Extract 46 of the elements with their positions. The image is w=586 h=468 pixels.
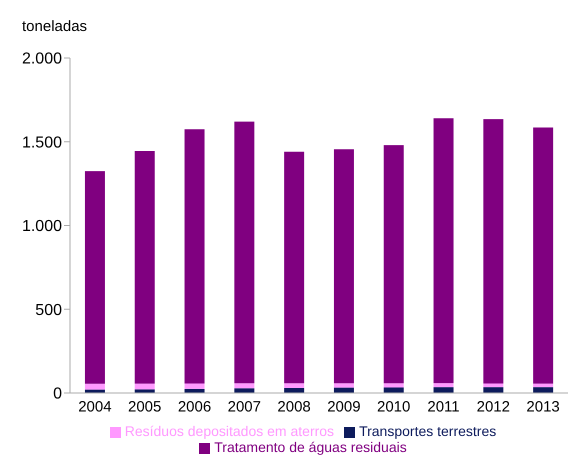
bar [234,122,254,384]
bar [334,149,354,384]
bar [384,383,404,388]
bar [84,171,105,384]
bar [483,383,504,388]
y-tick-label: 500 [35,302,62,319]
bar [184,383,205,389]
bar [134,384,155,390]
y-tick-label: 0 [53,386,62,403]
bar [533,387,554,393]
bar [134,150,155,384]
bar [434,387,454,393]
bar [184,129,205,384]
bar [483,387,504,393]
x-tick-label: 2006 [178,398,212,416]
bar [483,119,504,384]
bar [334,388,354,393]
bar [84,384,105,390]
bar [533,384,554,388]
x-tick-label: 2005 [128,398,162,416]
x-tick-label: 2013 [526,398,560,416]
y-tick-label: 2.000 [22,50,62,68]
legend-label: Transportes terrestres [359,423,496,439]
bar [434,118,454,384]
x-tick-label: 2008 [277,398,311,416]
x-tick-label: 2011 [427,398,460,416]
bar [84,390,105,393]
bar [334,383,354,388]
x-tick-label: 2004 [78,398,112,416]
bar [284,152,304,384]
legend-label: Resíduos depositados em aterros [124,423,334,439]
bar [234,383,254,388]
y-axis-title: toneladas [22,18,88,35]
y-tick-label: 1.000 [22,218,62,236]
x-tick-label: 2012 [476,398,510,416]
bar [284,383,304,388]
legend-label: Tratamento de águas residuais [214,439,407,455]
bar [434,383,454,388]
y-tick-label: 1.500 [22,134,62,152]
bar [284,388,304,393]
x-tick-label: 2007 [228,398,261,416]
bar [384,387,404,393]
bar [533,128,554,384]
x-tick-label: 2009 [327,398,361,416]
bar [384,145,404,384]
x-tick-label: 2010 [377,398,410,416]
